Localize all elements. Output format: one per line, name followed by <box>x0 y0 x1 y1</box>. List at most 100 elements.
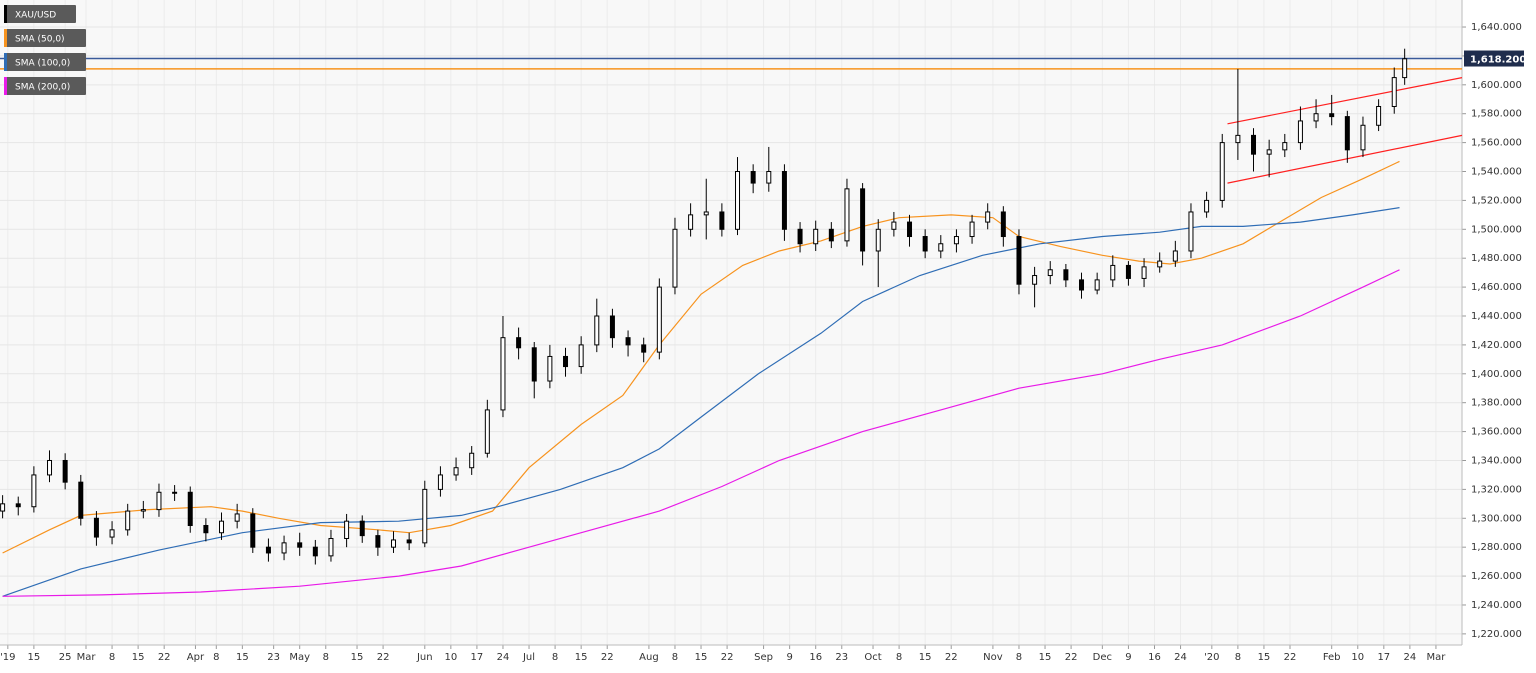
x-tick-label: Nov <box>983 652 1003 663</box>
x-tick-label: Apr <box>187 652 205 663</box>
legend-label: SMA (100,0) <box>15 59 70 69</box>
candle-body <box>922 236 928 252</box>
y-tick-label: 1,240.000 <box>1471 600 1522 611</box>
x-tick-label: 22 <box>1284 652 1297 663</box>
y-tick-label: 1,540.000 <box>1471 167 1522 178</box>
x-tick-label: 24 <box>497 652 510 663</box>
candle-body <box>62 459 68 483</box>
candle-body <box>1313 113 1319 122</box>
x-tick-label: 22 <box>158 652 171 663</box>
legend-swatch <box>4 5 7 23</box>
x-tick-label: 10 <box>444 652 457 663</box>
candle-body <box>15 503 21 508</box>
candle-body <box>1157 260 1163 268</box>
candle-body <box>437 474 443 490</box>
x-tick-label: 22 <box>721 652 734 663</box>
last-price-tag <box>1464 50 1524 67</box>
candle-body <box>1172 250 1178 262</box>
y-tick-label: 1,460.000 <box>1471 282 1522 293</box>
y-tick-label: 1,480.000 <box>1471 253 1522 264</box>
candle-body <box>656 286 662 353</box>
x-tick-label: Mar <box>77 652 97 663</box>
x-tick-label: 8 <box>109 652 115 663</box>
candle-body <box>484 409 490 454</box>
candle-body <box>735 171 741 230</box>
candle-body <box>156 491 162 511</box>
channel-line <box>1227 77 1463 125</box>
candle-body <box>1344 116 1350 151</box>
x-tick-label: '19 <box>0 652 15 663</box>
candle-body <box>1297 120 1303 144</box>
x-tick-label: 15 <box>28 652 41 663</box>
y-tick-label: 1,300.000 <box>1471 513 1522 524</box>
x-tick-label: 15 <box>695 652 708 663</box>
candle-body <box>813 228 819 245</box>
candle-body <box>1110 264 1116 281</box>
candle-body <box>0 503 6 512</box>
candle-body <box>688 214 694 230</box>
legend-item: SMA (200,0) <box>4 77 86 95</box>
candle-body <box>125 510 131 531</box>
x-tick-label: 8 <box>552 652 558 663</box>
x-tick-label: 25 <box>59 652 72 663</box>
candle-body <box>1329 113 1335 118</box>
x-tick-label: 8 <box>323 652 329 663</box>
x-tick-label: 8 <box>213 652 219 663</box>
candle-body <box>641 344 647 353</box>
candle-body <box>234 513 240 522</box>
x-tick-label: 23 <box>267 652 280 663</box>
x-tick-label: Aug <box>639 652 659 663</box>
x-tick-label: 16 <box>809 652 822 663</box>
x-tick-label: 22 <box>377 652 390 663</box>
x-tick-label: 15 <box>351 652 364 663</box>
candle-body <box>1094 279 1100 291</box>
y-tick-label: 1,420.000 <box>1471 340 1522 351</box>
candle-body <box>516 337 522 349</box>
candle-body <box>1219 142 1225 201</box>
x-tick-label: 9 <box>1125 652 1131 663</box>
legend-item: SMA (50,0) <box>4 29 86 47</box>
y-tick-label: 1,220.000 <box>1471 629 1522 640</box>
y-tick-label: 1,320.000 <box>1471 484 1522 495</box>
candle-body <box>203 525 209 534</box>
sma-line <box>2 269 1400 597</box>
x-tick-label: 8 <box>1016 652 1022 663</box>
candle-body <box>297 542 303 548</box>
candle-body <box>844 188 850 242</box>
x-tick-label: 8 <box>672 652 678 663</box>
legend-box <box>4 5 76 23</box>
x-tick-label: 24 <box>1404 652 1417 663</box>
legend-box <box>4 77 86 95</box>
x-tick-label: Dec <box>1093 652 1112 663</box>
candle-body <box>891 221 897 230</box>
x-tick-label: Jul <box>522 652 535 663</box>
sma-line <box>2 160 1400 554</box>
y-tick-label: 1,500.000 <box>1471 224 1522 235</box>
x-tick-label: 15 <box>1039 652 1052 663</box>
legend-label: SMA (50,0) <box>15 35 65 45</box>
candle-body <box>531 347 537 382</box>
candle-body <box>391 539 397 548</box>
candle-body <box>766 171 772 184</box>
candle-body <box>250 513 256 548</box>
candle-body <box>578 344 584 368</box>
candle-body <box>1000 211 1006 238</box>
last-price-label: 1,618.200 <box>1470 55 1526 66</box>
candle-body <box>453 467 459 476</box>
x-tick-label: Feb <box>1323 652 1341 663</box>
legend-swatch <box>4 53 7 71</box>
y-tick-label: 1,260.000 <box>1471 571 1522 582</box>
candle-body <box>781 171 787 230</box>
candle-body <box>1063 269 1069 281</box>
candle-body <box>672 228 678 288</box>
candle-body <box>1402 58 1408 79</box>
candle-body <box>1047 269 1053 277</box>
legend-box <box>4 29 86 47</box>
x-tick-label: 23 <box>835 652 848 663</box>
candle-body <box>1016 236 1022 285</box>
candle-body <box>547 355 553 382</box>
candle-body <box>1360 124 1366 151</box>
x-tick-label: Jun <box>416 652 433 663</box>
x-tick-label: 16 <box>1148 652 1161 663</box>
